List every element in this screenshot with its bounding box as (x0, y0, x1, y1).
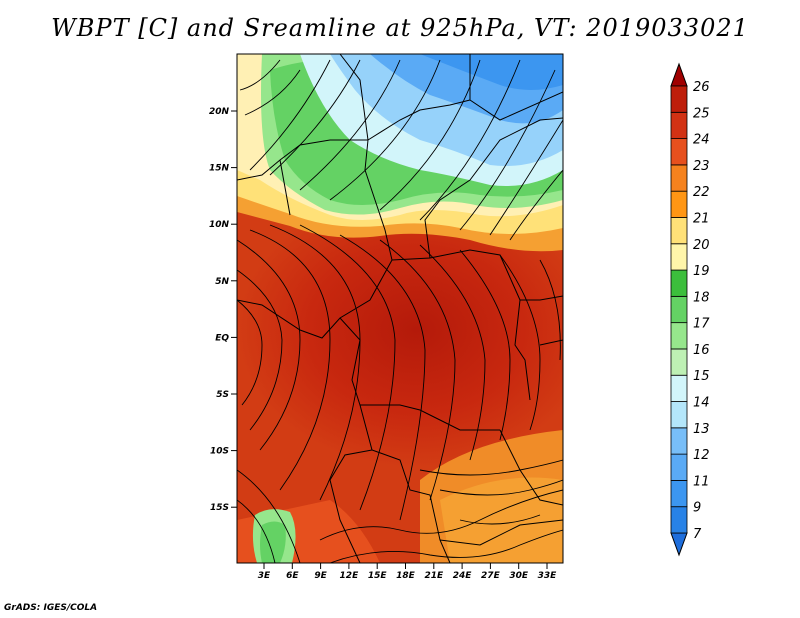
colorbar-bin (670, 217, 688, 245)
lon-tick-label: 30E (509, 571, 529, 581)
lat-tick-label: 5N (215, 277, 229, 287)
credit-label: GrADS: IGES/COLA (4, 603, 98, 613)
lat-tick-label: 10S (210, 447, 229, 457)
colorbar-label: 12 (693, 448, 710, 463)
lat-tick-label: 15S (210, 503, 229, 513)
colorbar-label: 14 (693, 396, 710, 411)
colorbar-label: 18 (693, 290, 710, 305)
streamlines (237, 59, 563, 563)
colorbar-label: 22 (693, 185, 710, 200)
lon-tick-label: 15E (368, 571, 388, 581)
colorbar-label: 19 (693, 264, 710, 279)
longitude-axis: 3E 6E 9E 12E 15E 18E 21E 24E 27E 30E 33E (258, 563, 557, 581)
lon-tick-label: 9E (314, 571, 327, 581)
lat-tick-label: EQ (215, 333, 229, 343)
colorbar-upper-arrow (670, 62, 688, 87)
lon-tick-label: 3E (258, 571, 271, 581)
lat-tick-label: 20N (209, 107, 230, 117)
colorbar: 7 9 11 12 13 14 15 16 17 18 19 20 21 22 23 24 25 26 (670, 62, 710, 557)
colorbar-bin (670, 374, 688, 402)
colorbar-label: 21 (693, 211, 710, 226)
colorbar-label: 16 (693, 343, 710, 358)
colorbar-label: 7 (693, 527, 702, 542)
colorbar-bin (670, 506, 688, 534)
colorbar-label: 24 (693, 133, 710, 148)
lon-tick-label: 18E (396, 571, 416, 581)
colorbar-label: 13 (693, 422, 710, 437)
colorbar-bin (670, 427, 688, 455)
colorbar-label: 25 (693, 106, 710, 121)
lat-tick-label: 10N (209, 220, 230, 230)
map-frame (236, 53, 564, 564)
lon-tick-label: 27E (481, 571, 501, 581)
colorbar-bin (670, 348, 688, 376)
chart-title: WBPT [C] and Sreamline at 925hPa, VT: 20… (51, 14, 749, 42)
lon-tick-label: 12E (340, 571, 360, 581)
colorbar-bin (670, 322, 688, 350)
lon-tick-label: 24E (453, 571, 473, 581)
colorbar-bin (670, 269, 688, 297)
wbpt-field (237, 54, 563, 563)
colorbar-label: 15 (693, 369, 710, 384)
lon-tick-label: 21E (424, 571, 444, 581)
lat-tick-label: 5S (216, 390, 229, 400)
lon-tick-label: 33E (538, 571, 558, 581)
colorbar-lower-arrow (670, 532, 688, 557)
colorbar-label: 26 (693, 80, 710, 95)
colorbar-bin (670, 111, 688, 139)
colorbar-label: 9 (693, 501, 701, 516)
colorbar-bin (670, 138, 688, 166)
colorbar-label: 11 (693, 474, 710, 489)
colorbar-bin (670, 85, 688, 113)
latitude-axis: 20N 15N 10N 5N EQ 5S 10S 15S (209, 107, 237, 513)
colorbar-bin (670, 164, 688, 192)
colorbar-label: 23 (693, 159, 710, 174)
colorbar-bin (670, 243, 688, 271)
colorbar-bin (670, 480, 688, 508)
colorbar-label: 17 (693, 317, 710, 332)
lon-tick-label: 6E (286, 571, 299, 581)
colorbar-bin (670, 401, 688, 429)
lat-tick-label: 15N (209, 164, 230, 174)
country-borders (237, 54, 563, 563)
colorbar-bin (670, 295, 688, 324)
colorbar-bin (670, 190, 688, 218)
colorbar-label: 20 (693, 238, 710, 253)
colorbar-bin (670, 453, 688, 481)
